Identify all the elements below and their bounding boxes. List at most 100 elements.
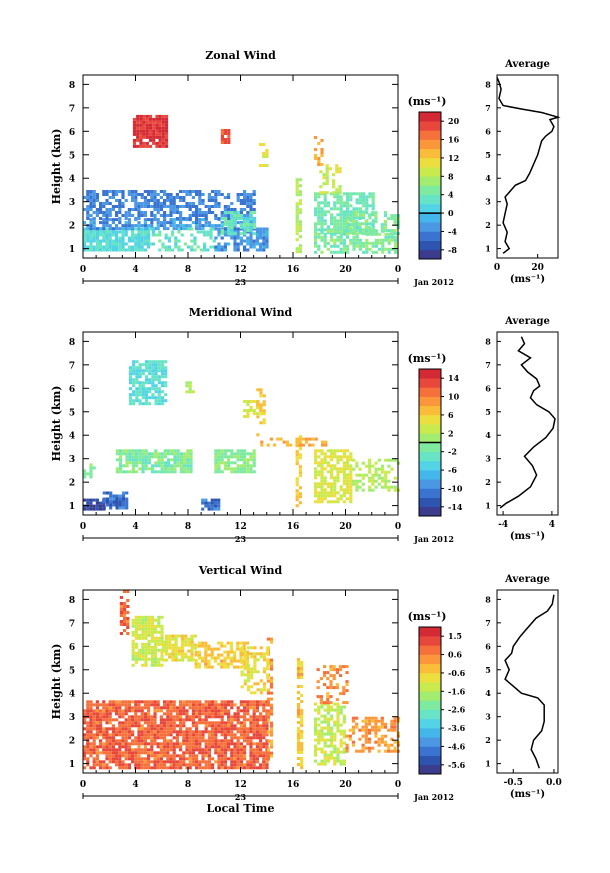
heatmap-cell (118, 748, 122, 752)
colorbar-segment (419, 672, 441, 683)
heatmap-cell (336, 207, 340, 211)
heatmap-cell (169, 193, 173, 196)
heatmap-cell (239, 464, 243, 468)
heatmap-cell (153, 760, 157, 764)
heatmap-cell (269, 676, 274, 680)
heatmap-cell (255, 239, 259, 243)
heatmap-cell (326, 485, 330, 489)
heatmap-cell (393, 217, 397, 221)
heatmap-cell (220, 757, 224, 761)
heatmap-cell (253, 667, 257, 671)
heatmap-cell (239, 193, 243, 196)
heatmap-cell (317, 723, 321, 727)
heatmap-cell (201, 199, 205, 202)
heatmap-cell (137, 221, 141, 225)
heatmap-cell (233, 217, 237, 221)
heatmap-cell (92, 709, 96, 713)
heatmap-cell (89, 208, 93, 211)
heatmap-cell (273, 443, 277, 447)
heatmap-cell (118, 190, 122, 193)
heatmap-cell (249, 193, 253, 196)
heatmap-cell (198, 766, 202, 770)
heatmap-cell (365, 198, 369, 202)
heatmap-cell (143, 706, 147, 710)
heatmap-cell (204, 715, 208, 719)
heatmap-cell (252, 736, 256, 740)
heatmap-cell (320, 210, 324, 214)
heatmap-cell (92, 739, 96, 743)
heatmap-cell (367, 731, 372, 735)
heatmap-cell (358, 473, 362, 477)
heatmap-cell (147, 703, 151, 707)
heatmap-cell (339, 762, 343, 766)
heatmap-cell (339, 497, 343, 501)
heatmap-cell (352, 216, 356, 220)
heatmap-cell (111, 724, 115, 728)
heatmap-cell (164, 236, 168, 240)
heatmap-cell (105, 712, 109, 716)
heatmap-cell (374, 485, 378, 489)
heatmap-cell (140, 248, 144, 252)
heatmap-cell (236, 464, 240, 468)
heatmap-cell (255, 730, 259, 734)
colorbar-tick-label: -2 (448, 447, 457, 457)
heatmap-cell (164, 144, 169, 148)
heatmap-cell (220, 641, 224, 645)
heatmap-cell (227, 449, 231, 453)
heatmap-cell (157, 399, 161, 403)
heatmap-cell (211, 766, 215, 770)
heatmap-cell (126, 590, 130, 593)
heatmap-cell (224, 129, 228, 132)
heatmap-cell (128, 372, 133, 376)
heatmap-cell (153, 754, 157, 758)
heatmap-cell (160, 381, 165, 385)
heatmap-cell (86, 757, 90, 761)
heatmap-cell (217, 721, 221, 725)
heatmap-cell (151, 470, 155, 474)
heatmap-cell (230, 754, 234, 758)
heatmap-cell (160, 396, 165, 400)
heatmap-cell (189, 458, 193, 462)
heatmap-cell (371, 207, 375, 211)
heatmap-cell (362, 201, 366, 205)
heatmap-cell (371, 232, 375, 236)
heatmap-cell (136, 129, 140, 133)
x-tick-label: 4 (132, 265, 138, 275)
heatmap-cell (154, 372, 158, 376)
heatmap-cell (367, 746, 372, 750)
colorbar-segment (419, 470, 441, 480)
heatmap-cell (131, 224, 135, 228)
heatmap-cell (115, 467, 119, 471)
heatmap-cell (127, 224, 131, 228)
heatmap-cell (262, 421, 266, 425)
average-profile-line (499, 336, 556, 509)
heatmap-cell (105, 703, 109, 707)
heatmap-cell (252, 766, 256, 770)
heatmap-cell (121, 745, 125, 749)
heatmap-cell (317, 711, 321, 715)
heatmap-cell (243, 700, 247, 704)
heatmap-cell (295, 229, 299, 233)
heatmap-cell (161, 126, 165, 130)
heatmap-cell (119, 620, 123, 623)
heatmap-cell (132, 129, 137, 133)
heatmap-cell (111, 748, 115, 752)
heatmap-cell (105, 718, 109, 722)
heatmap-cell (220, 141, 224, 144)
heatmap-cell (269, 730, 274, 734)
heatmap-cell (224, 138, 228, 141)
heatmap-cell (390, 737, 394, 741)
colorbar-segment (419, 378, 441, 388)
heatmap-cell (352, 192, 356, 196)
heatmap-cell (384, 476, 388, 480)
heatmap-cell (163, 742, 167, 746)
heatmap-cell (387, 232, 391, 236)
heatmap-cell (365, 222, 369, 226)
average-x-label: (ms⁻¹) (510, 531, 545, 542)
heatmap-cell (183, 452, 187, 456)
heatmap-cell (138, 375, 142, 379)
heatmap-cell (105, 214, 109, 217)
heatmap-cell (121, 214, 125, 217)
heatmap-cell (249, 718, 253, 722)
heatmap-cell (262, 236, 266, 240)
